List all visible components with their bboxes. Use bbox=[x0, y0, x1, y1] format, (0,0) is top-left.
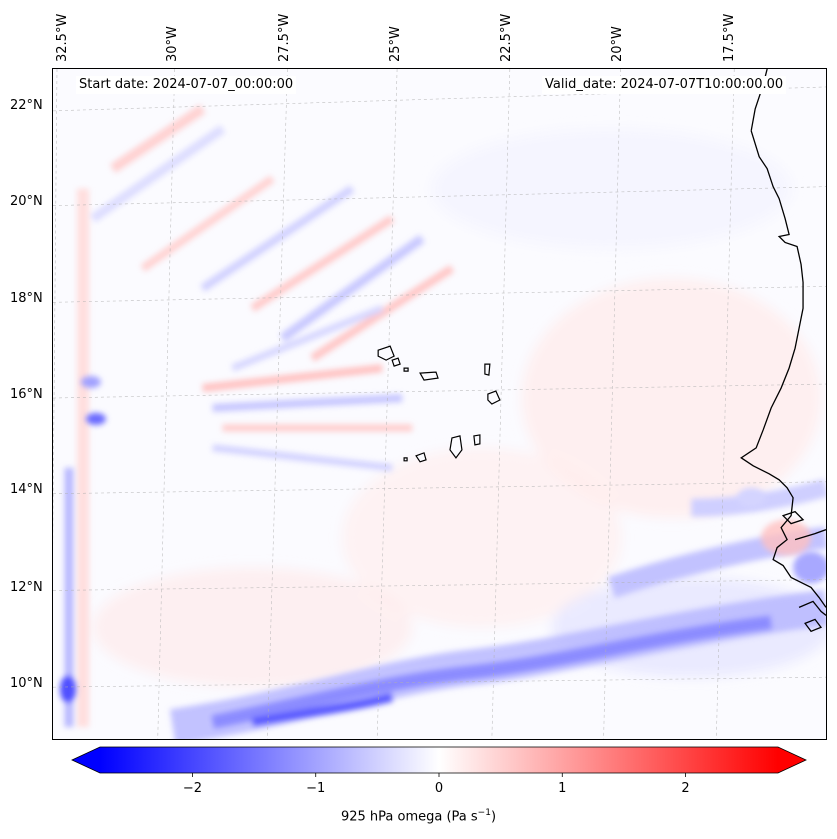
colorbar-label: 925 hPa omega (Pa s−1) bbox=[340, 808, 497, 825]
map-panel bbox=[52, 68, 827, 740]
wave-streaks bbox=[76, 104, 455, 728]
island-santa-luzia bbox=[403, 367, 409, 372]
start-date-label: Start date: 2024-07-07_00:00:00 bbox=[76, 76, 297, 94]
colorbar-gradient bbox=[100, 747, 778, 773]
island-boa-vista bbox=[487, 390, 501, 405]
colorbar-tick-label: 0 bbox=[434, 781, 444, 796]
lon-label-20w: 20°W bbox=[610, 26, 625, 62]
graticule bbox=[53, 69, 826, 739]
west-edge-features bbox=[59, 376, 106, 728]
island-brava bbox=[403, 457, 408, 462]
lat-label-10n: 10°N bbox=[10, 676, 43, 691]
island-sal bbox=[484, 363, 491, 376]
lat-label-22n: 22°N bbox=[10, 98, 43, 113]
island-santiago bbox=[449, 435, 463, 459]
valid-date-label: Valid_date: 2024-07-07T10:00:00.00 bbox=[542, 76, 787, 94]
lon-label-30w: 30°W bbox=[165, 26, 180, 62]
colorbar-max-extend-arrow bbox=[778, 747, 806, 773]
lat-label-18n: 18°N bbox=[10, 291, 43, 306]
lon-label-25w: 25°W bbox=[388, 26, 403, 62]
lat-label-12n: 12°N bbox=[10, 580, 43, 595]
island-fogo bbox=[415, 452, 427, 463]
lat-label-16n: 16°N bbox=[10, 387, 43, 402]
colorbar-tick-label: −1 bbox=[306, 781, 326, 796]
colorbar-outline bbox=[71, 746, 807, 774]
island-sao-nicolau bbox=[419, 371, 439, 381]
colorbar-tick-label: −2 bbox=[182, 781, 203, 796]
colorbar bbox=[71, 746, 807, 777]
southern-blue-band bbox=[169, 479, 826, 739]
lon-label-32-5w: 32.5°W bbox=[55, 13, 70, 62]
cape-verde-islands bbox=[377, 345, 501, 463]
colorbar-tick-label: 2 bbox=[681, 781, 690, 796]
lon-label-22-5w: 22.5°W bbox=[499, 13, 514, 62]
lat-label-20n: 20°N bbox=[10, 194, 43, 209]
lat-label-14n: 14°N bbox=[10, 482, 43, 497]
colorbar-min-extend-arrow bbox=[72, 747, 100, 773]
field-background bbox=[92, 128, 826, 688]
omega-field-map bbox=[53, 69, 826, 739]
lon-label-17-5w: 17.5°W bbox=[722, 13, 737, 62]
lon-label-27-5w: 27.5°W bbox=[277, 13, 292, 62]
island-santo-antao bbox=[377, 345, 395, 361]
colorbar-tick-label: 1 bbox=[558, 781, 567, 796]
island-sao-vicente bbox=[391, 357, 401, 367]
colorbar-tick-marks bbox=[192, 773, 686, 777]
island-maio bbox=[473, 434, 481, 446]
